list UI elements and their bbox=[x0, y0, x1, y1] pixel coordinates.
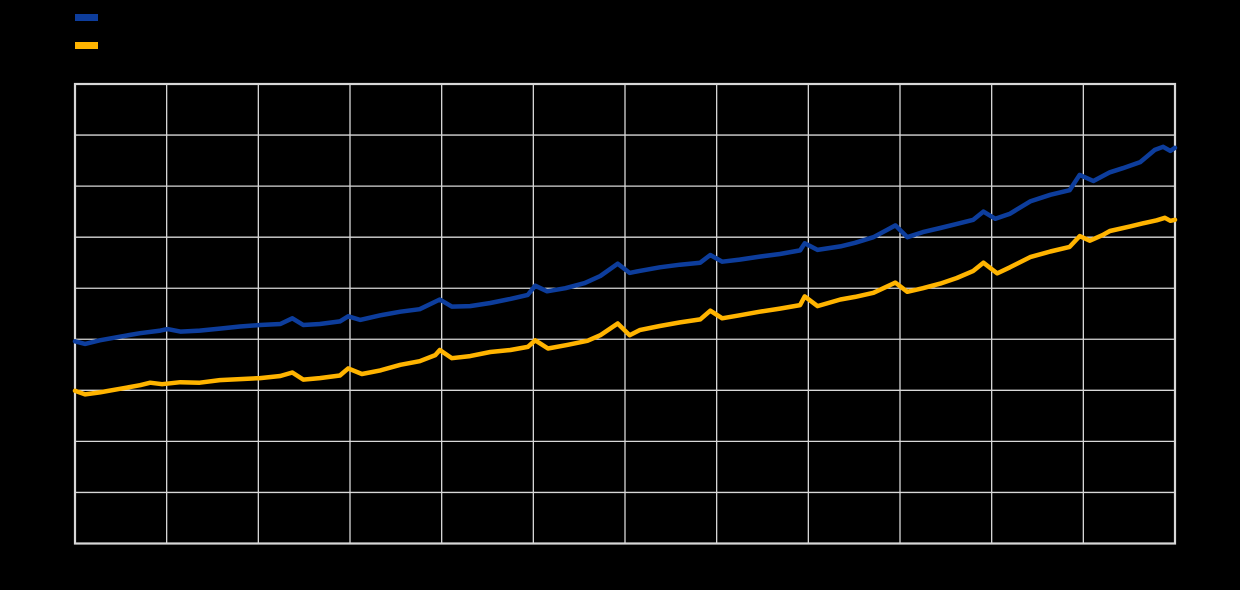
legend-item-series-blue bbox=[75, 8, 98, 21]
plot-border bbox=[73, 82, 1177, 545]
legend-item-series-yellow bbox=[75, 36, 98, 49]
series-lines bbox=[72, 144, 1178, 397]
gridlines bbox=[75, 84, 1175, 544]
line-series-yellow bbox=[72, 215, 1178, 397]
line-series-blue bbox=[72, 144, 1178, 347]
legend-swatch-series-yellow bbox=[75, 42, 98, 49]
legend-swatch-series-blue bbox=[75, 14, 98, 21]
